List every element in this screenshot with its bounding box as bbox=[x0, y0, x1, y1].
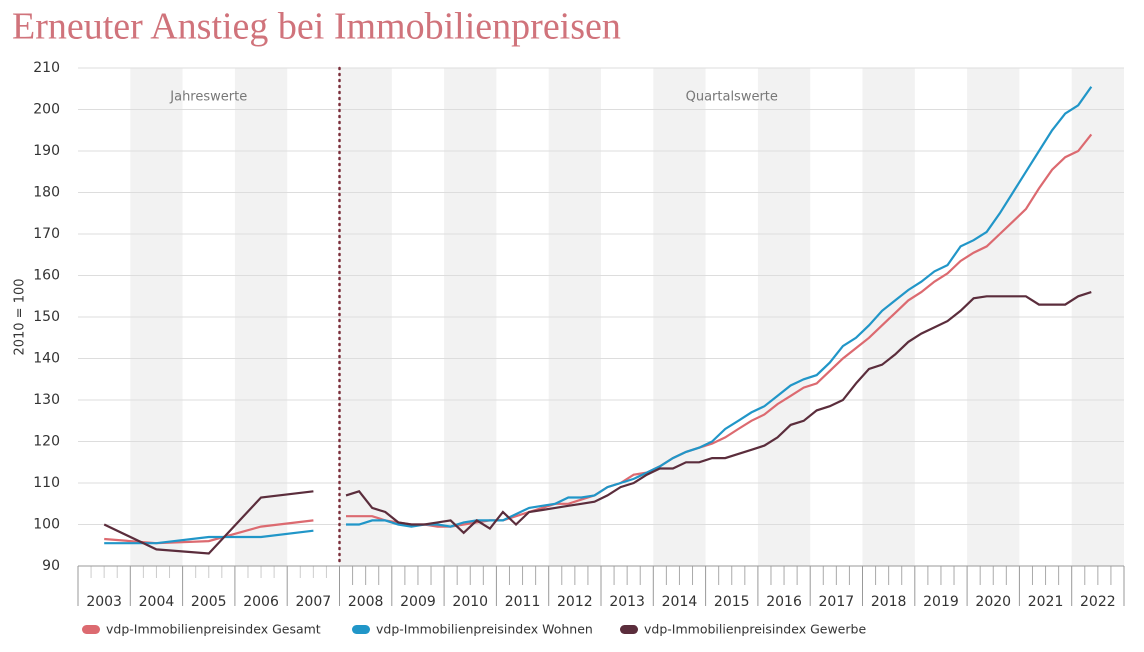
annotation: Jahreswerte bbox=[169, 90, 247, 105]
series-line bbox=[346, 133, 1093, 528]
series-line bbox=[103, 490, 314, 555]
series-line bbox=[345, 291, 1092, 535]
series-line bbox=[346, 86, 1093, 528]
x-tick-label: 2021 bbox=[1028, 594, 1064, 610]
x-tick-label: 2003 bbox=[86, 594, 122, 610]
y-tick-label: 120 bbox=[33, 434, 60, 450]
x-tick-label: 2020 bbox=[975, 594, 1011, 610]
legend-label: vdp-Immobilienpreisindex Gewerbe bbox=[644, 622, 866, 637]
y-tick-label: 180 bbox=[33, 185, 60, 201]
y-tick-label: 90 bbox=[42, 558, 60, 574]
y-tick-label: 210 bbox=[33, 60, 60, 76]
x-tick-label: 2016 bbox=[766, 594, 802, 610]
x-tick-label: 2015 bbox=[714, 594, 750, 610]
y-axis-label: 2010 = 100 bbox=[13, 278, 28, 355]
x-tick-label: 2009 bbox=[400, 594, 436, 610]
x-tick-label: 2014 bbox=[662, 594, 698, 610]
y-tick-label: 110 bbox=[33, 475, 60, 491]
chart-title: Erneuter Anstieg bei Immobilienpreisen bbox=[12, 6, 621, 48]
y-tick-label: 160 bbox=[33, 268, 60, 284]
legend-label: vdp-Immobilienpreisindex Gesamt bbox=[106, 622, 321, 637]
x-tick-label: 2004 bbox=[139, 594, 175, 610]
x-tick-label: 2018 bbox=[871, 594, 907, 610]
y-tick-label: 150 bbox=[33, 309, 60, 325]
y-tick-label: 170 bbox=[33, 226, 60, 242]
y-tick-label: 130 bbox=[33, 392, 60, 408]
y-tick-label: 200 bbox=[33, 102, 60, 118]
y-tick-label: 100 bbox=[33, 517, 60, 533]
legend-swatch bbox=[352, 625, 370, 634]
x-tick-label: 2017 bbox=[819, 594, 855, 610]
x-tick-label: 2019 bbox=[923, 594, 959, 610]
annotation: Quartalswerte bbox=[686, 90, 778, 105]
x-tick-label: 2013 bbox=[609, 594, 645, 610]
x-tick-label: 2008 bbox=[348, 594, 384, 610]
x-tick-label: 2011 bbox=[505, 594, 541, 610]
x-tick-label: 2022 bbox=[1080, 594, 1116, 610]
y-tick-label: 140 bbox=[33, 351, 60, 367]
legend-swatch bbox=[620, 625, 638, 634]
legend-swatch bbox=[82, 625, 100, 634]
x-tick-label: 2005 bbox=[191, 594, 227, 610]
legend-label: vdp-Immobilienpreisindex Wohnen bbox=[376, 622, 593, 637]
x-tick-label: 2006 bbox=[243, 594, 279, 610]
x-tick-label: 2010 bbox=[452, 594, 488, 610]
x-tick-label: 2007 bbox=[296, 594, 332, 610]
x-tick-label: 2012 bbox=[557, 594, 593, 610]
series-line bbox=[104, 529, 314, 545]
y-tick-label: 190 bbox=[33, 143, 60, 159]
